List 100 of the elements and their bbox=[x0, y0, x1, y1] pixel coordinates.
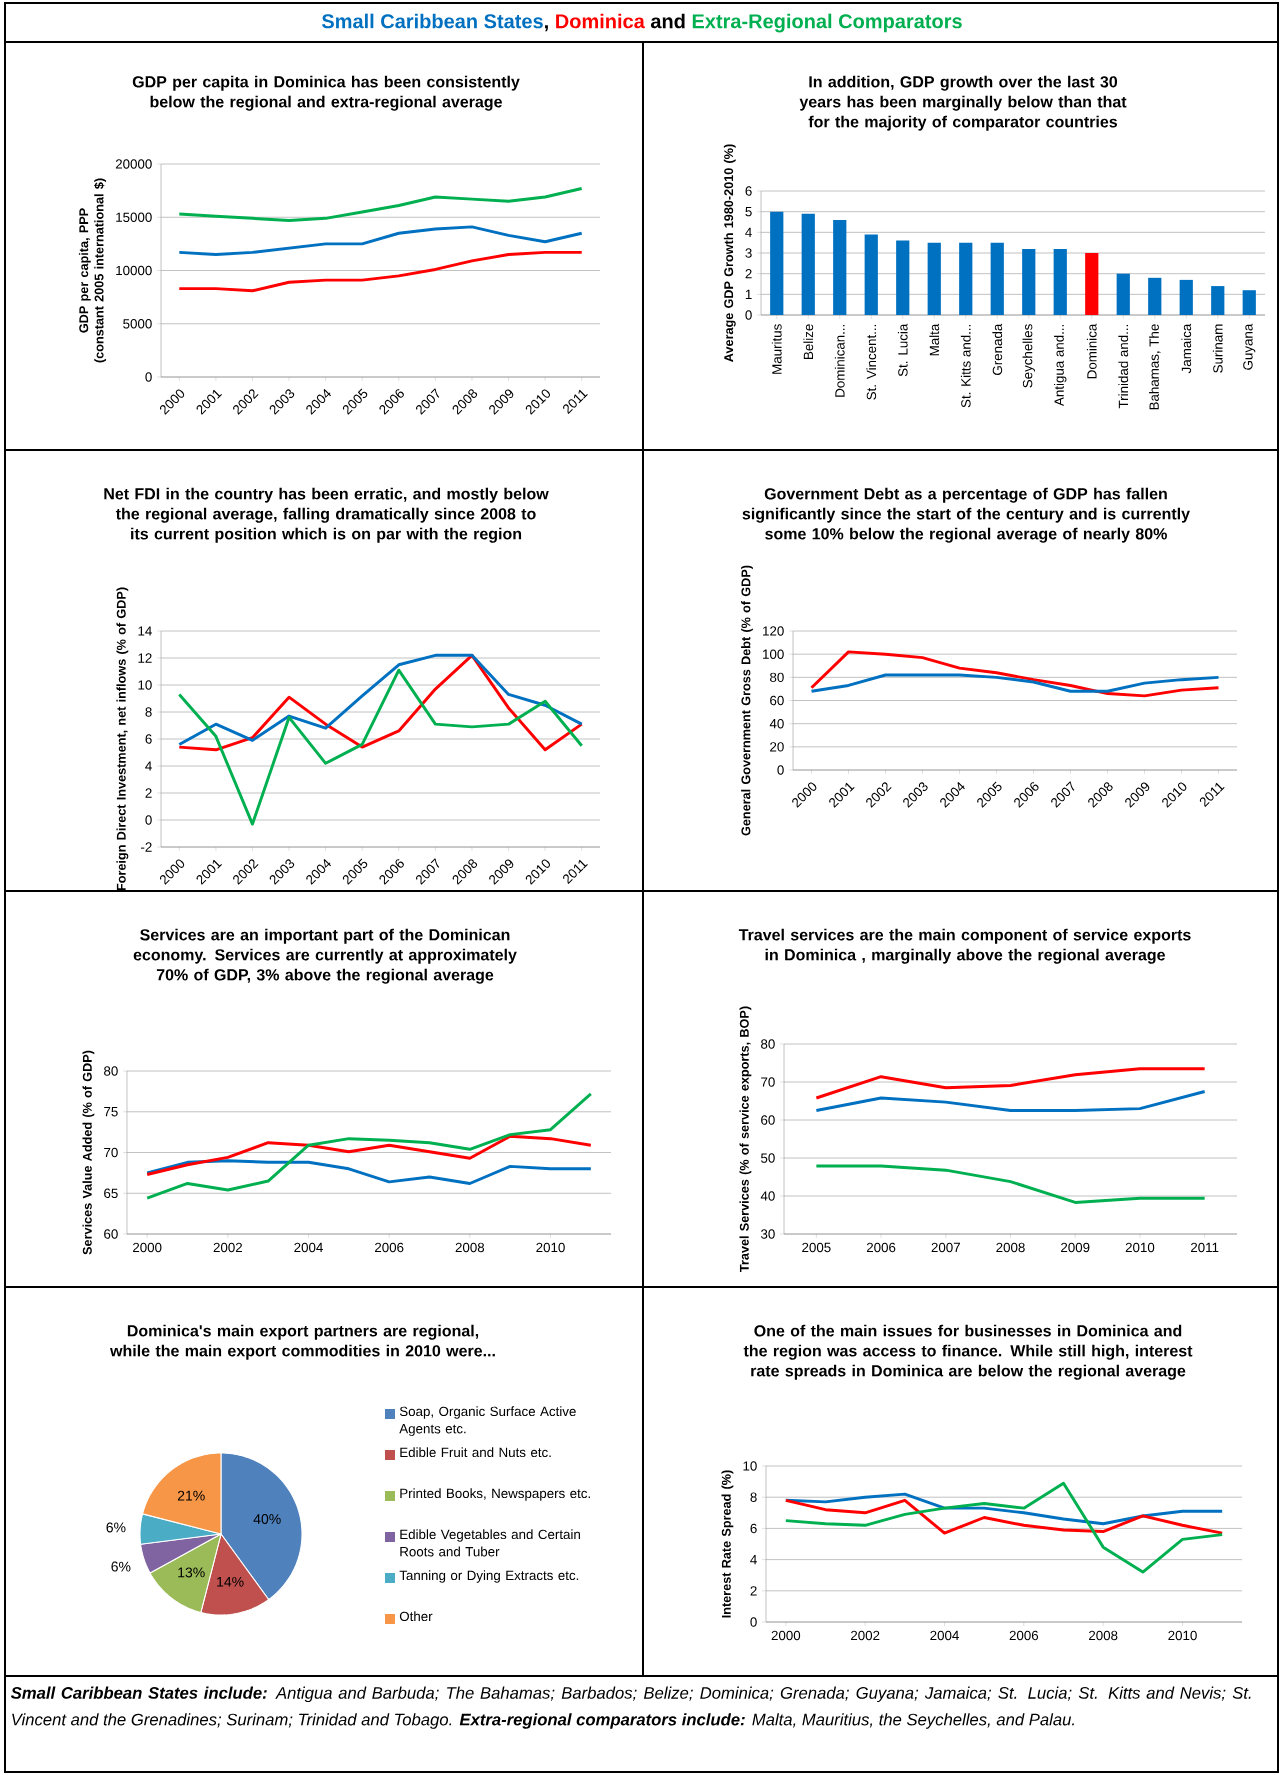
y-tick-label: 5 bbox=[745, 207, 752, 217]
y-tick-label: 5000 bbox=[123, 319, 152, 329]
x-tick-label: 2005 bbox=[802, 1242, 831, 1253]
data-label: 14% bbox=[217, 1576, 244, 1587]
chart-title: Government Debt as a percentage of GDP has fallen significantly since the start of the century and is currently some 10% below the regional average of nearly 80% bbox=[742, 487, 1190, 543]
y-tick-label: 2 bbox=[745, 269, 752, 279]
y-tick-label: 12 bbox=[138, 653, 152, 663]
y-tick-label: 80 bbox=[770, 672, 784, 683]
y-axis-title: Travel Services (% of service exports, BOP) bbox=[739, 1006, 752, 1272]
y-tick-label: 20 bbox=[770, 742, 784, 752]
y-axis-title: GDP per capita, PPP (constant 2005 international $) bbox=[78, 178, 107, 363]
x-tick-label: 2006 bbox=[375, 1242, 404, 1253]
y-tick-label: 80 bbox=[761, 1039, 775, 1049]
x-tick-label: Antigua and... bbox=[1054, 324, 1067, 406]
y-tick-label: 0 bbox=[145, 815, 152, 825]
data-label: 6% bbox=[106, 1522, 126, 1533]
data-label: 13% bbox=[178, 1567, 205, 1578]
x-tick-label: Bahamas, The bbox=[1149, 324, 1161, 410]
line-series bbox=[784, 1498, 1224, 1535]
line-series bbox=[177, 187, 584, 222]
bar bbox=[801, 213, 815, 316]
data-label: 6% bbox=[111, 1561, 131, 1572]
legend-label: Tanning or Dying Extracts etc. bbox=[399, 1570, 579, 1583]
category-label: Extra-Regional Comparators bbox=[692, 13, 962, 33]
x-tick-label: 2000 bbox=[133, 1242, 162, 1253]
x-tick-label: Grenada bbox=[992, 323, 1003, 375]
y-tick-label: 6 bbox=[750, 1523, 757, 1534]
y-tick-label: 15000 bbox=[116, 212, 152, 222]
line-series bbox=[814, 1067, 1207, 1100]
x-tick-label: 2010 bbox=[1168, 1630, 1197, 1641]
bar bbox=[1242, 290, 1256, 316]
y-tick-label: 65 bbox=[104, 1188, 118, 1198]
x-tick-label: 2010 bbox=[1125, 1242, 1155, 1253]
y-tick-label: 80 bbox=[104, 1066, 118, 1076]
y-axis-title: Average GDP Growth 1980-2010 (%) bbox=[723, 144, 736, 362]
y-axis-title: Foreign Direct Investment, net inflows (% of GDP) bbox=[116, 587, 129, 891]
y-tick-label: 50 bbox=[761, 1153, 775, 1163]
data-label: 40% bbox=[253, 1514, 281, 1524]
y-tick-label: 20000 bbox=[115, 159, 152, 169]
x-tick-label: 2002 bbox=[213, 1242, 242, 1253]
chart-title: Dominica's main export partners are regional, while the main export commodities in 2010 were... bbox=[110, 1324, 495, 1360]
legend-label: Edible Fruit and Nuts etc. bbox=[400, 1447, 551, 1458]
x-tick-label: 2008 bbox=[996, 1242, 1025, 1253]
x-tick-label: 2008 bbox=[455, 1242, 485, 1253]
text: Small Caribbean States include: Antigua and Barbuda; The Bahamas; Barbados; Belize; Dominica; Grenada; Guyana; Jamaica; St. Lucia; St. Kitts and Nevis; St. Vincent and the Grenadines; Surinam; Trinidad and Tobago. Extra-regional comparators include: Malta, Mauritius, the Seychelles, and Palau. bbox=[10, 1686, 1251, 1729]
y-tick-label: 70 bbox=[761, 1077, 775, 1087]
legend-label: Soap, Organic Surface Active Agents etc. bbox=[399, 1406, 576, 1437]
data-label: 21% bbox=[177, 1490, 205, 1501]
x-tick-label: 2000 bbox=[771, 1630, 801, 1641]
bar bbox=[864, 234, 878, 316]
line-series bbox=[177, 250, 584, 293]
line-series bbox=[814, 1164, 1207, 1204]
y-tick-label: 0 bbox=[777, 765, 784, 775]
y-tick-label: 6 bbox=[145, 734, 152, 744]
y-tick-label: 2 bbox=[750, 1586, 757, 1596]
y-tick-label: 100 bbox=[763, 649, 784, 659]
y-tick-label: 3 bbox=[745, 248, 752, 258]
bar bbox=[1022, 248, 1036, 316]
y-tick-label: 0 bbox=[750, 1617, 757, 1627]
y-tick-label: 1 bbox=[745, 289, 752, 299]
x-tick-label: Malta bbox=[929, 323, 940, 356]
line-series bbox=[145, 1159, 593, 1185]
bar bbox=[1053, 248, 1067, 316]
category-label: Dominica bbox=[556, 13, 645, 29]
y-tick-label: 70 bbox=[104, 1147, 118, 1158]
chart-title: One of the main issues for businesses in Dominica and the region was access to finance. While still high, interest rate spreads in Dominica are below the regional average bbox=[743, 1324, 1193, 1380]
x-tick-label: 2008 bbox=[1089, 1630, 1118, 1641]
chart-title: Net FDI in the country has been erratic, and mostly below the regional average, falling dramatically since 2008 to its current position which is on par with the region bbox=[104, 487, 549, 543]
y-tick-label: 4 bbox=[145, 761, 152, 771]
x-tick-label: 2007 bbox=[931, 1242, 960, 1253]
y-tick-label: 14 bbox=[138, 626, 152, 636]
legend-label: Other bbox=[399, 1611, 433, 1622]
category-label: Small Caribbean States bbox=[321, 13, 543, 29]
y-tick-label: 4 bbox=[750, 1555, 757, 1565]
bar bbox=[1211, 286, 1225, 316]
line-series bbox=[784, 1481, 1224, 1574]
y-tick-label: 0 bbox=[145, 372, 152, 382]
x-tick-label: Dominica bbox=[1086, 323, 1097, 379]
y-tick-label: 120 bbox=[763, 626, 784, 636]
y-axis-title: General Government Gross Debt (% of GDP) bbox=[741, 565, 753, 836]
y-axis-title: Interest Rate Spread (%) bbox=[721, 1470, 734, 1618]
y-tick-label: 10 bbox=[743, 1461, 757, 1471]
x-tick-label: Trinidad and... bbox=[1118, 324, 1129, 409]
y-tick-label: 2 bbox=[145, 788, 152, 798]
y-tick-label: 8 bbox=[145, 707, 152, 717]
x-tick-label: 2004 bbox=[930, 1630, 959, 1641]
x-tick-label: Jamaica bbox=[1181, 323, 1192, 374]
bar bbox=[927, 242, 941, 316]
bar bbox=[990, 242, 1004, 316]
y-tick-label: 0 bbox=[745, 310, 752, 320]
y-tick-label: 4 bbox=[745, 227, 752, 237]
x-tick-label: Dominican... bbox=[834, 324, 845, 397]
x-tick-label: 2004 bbox=[294, 1242, 323, 1253]
bar bbox=[1179, 279, 1193, 316]
line-series bbox=[145, 1092, 593, 1200]
x-tick-label: Seychelles bbox=[1022, 324, 1035, 388]
x-tick-label: St. Kitts and... bbox=[960, 324, 971, 408]
x-tick-label: St. Lucia bbox=[897, 323, 908, 377]
y-axis-title: Services Value Added (% of GDP) bbox=[82, 1050, 95, 1255]
bar bbox=[1148, 277, 1162, 316]
